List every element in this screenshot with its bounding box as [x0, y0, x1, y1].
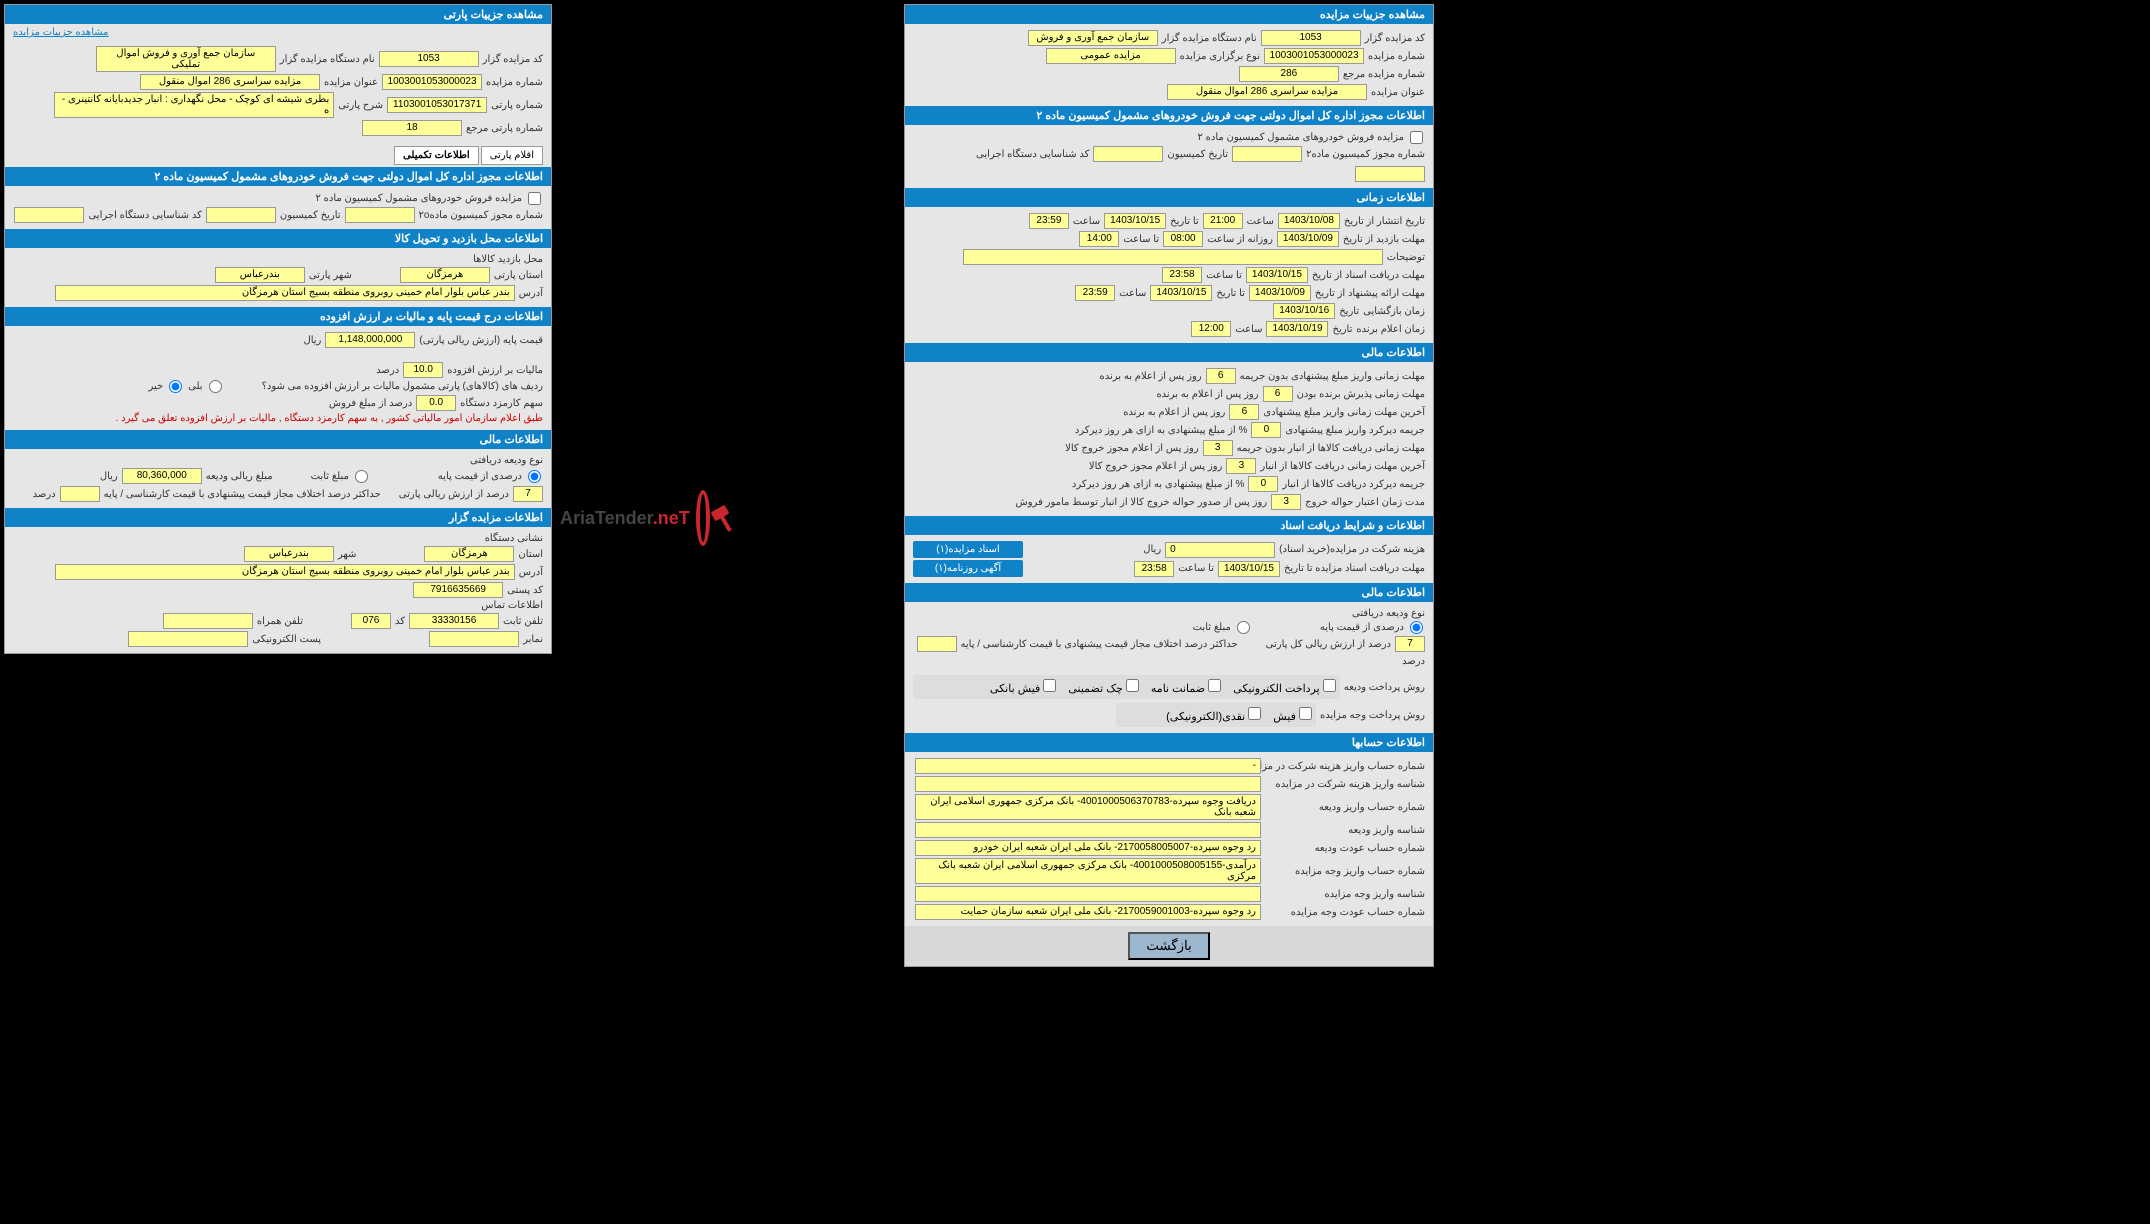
fld-code: 1053: [1261, 30, 1361, 46]
chk-sale-vehicles[interactable]: [1410, 131, 1423, 144]
lbl-type: نوع برگزاری مزایده: [1180, 51, 1260, 62]
sel-acc3[interactable]: دریافت وجوه سپرده-4001000506370783- بانک…: [915, 794, 1261, 820]
rdo-pct-base-l[interactable]: [528, 470, 541, 483]
logo-icon: [696, 490, 710, 546]
header-accounts: اطلاعات حسابها: [905, 733, 1433, 752]
fld-org: سازمان جمع آوری و فروش: [1028, 30, 1158, 46]
chk-fish-wrap[interactable]: فیش: [1273, 707, 1312, 723]
fld-comm-date: [1093, 146, 1163, 162]
lbl-comm-no: شماره مجوز کمیسیون ماده۲: [1306, 149, 1425, 160]
header-commission: اطلاعات مجوز اداره کل اموال دولتی جهت فر…: [905, 106, 1433, 125]
fld-ref-no: 286: [1239, 66, 1339, 82]
rdo-fixed-l[interactable]: [355, 470, 368, 483]
fld-auction-no: 1003001053000023: [1264, 48, 1364, 64]
rdo-no[interactable]: [169, 380, 182, 393]
tab-party-items[interactable]: اقلام پارتی: [481, 146, 543, 165]
note-tax: طبق اعلام سازمان امور مالیاتی کشور , به …: [116, 413, 543, 424]
chk-epay-wrap[interactable]: پرداخت الکترونیکی: [1233, 679, 1336, 695]
lbl-org: نام دستگاه مزایده گزار: [1162, 33, 1257, 44]
sel-acc8[interactable]: رد وجوه سپرده-2170059001003- بانک ملی ای…: [915, 904, 1261, 920]
fld-notes: [963, 249, 1383, 265]
header-docs: اطلاعات و شرایط دریافت اسناد: [905, 516, 1433, 535]
lbl-doc-deadline: مهلت دریافت اسناد از تاریخ: [1312, 270, 1425, 281]
fld-exec-code: [1355, 166, 1425, 182]
fld-pub-to-time: 23:59: [1029, 213, 1069, 229]
lbl-notes: توضیحات: [1387, 252, 1425, 263]
auction-details-panel: مشاهده جزییات مزایده کد مزایده گزار 1053…: [904, 4, 1434, 967]
header-auction-details: مشاهده جزییات مزایده: [905, 5, 1433, 24]
fld-visit-daily-to: 14:00: [1079, 231, 1119, 247]
lbl-comm-date: تاریخ کمیسیون: [1167, 149, 1228, 160]
fld-pub-to: 1403/10/15: [1104, 213, 1166, 229]
sel-acc5[interactable]: رد وجوه سپرده-2170058005007- بانک ملی ای…: [915, 840, 1261, 856]
fld-comm-no: [1232, 146, 1302, 162]
lbl-code: کد مزایده گزار: [1365, 33, 1425, 44]
fld-pub-from: 1403/10/08: [1278, 213, 1340, 229]
sel-acc6[interactable]: درآمدی-4001000508005155- بانک مرکزی جمهو…: [915, 858, 1261, 884]
header-price: اطلاعات درج قیمت پایه و مالیات بر ارزش ا…: [5, 307, 551, 326]
chk-cheque-wrap[interactable]: چک تضمینی: [1068, 679, 1139, 695]
lbl-ref-no: شماره مزایده مرجع: [1343, 69, 1425, 80]
logo-watermark: AriaTender.neT: [560, 490, 710, 546]
header-financial: اطلاعات مالی: [905, 343, 1433, 362]
lbl-open: زمان بازگشایی: [1363, 306, 1425, 317]
header-commission-l: اطلاعات مجوز اداره کل اموال دولتی جهت فر…: [5, 167, 551, 186]
header-location: اطلاعات محل بازدید و تحویل کالا: [5, 229, 551, 248]
header-party-details: مشاهده جزییات پارتی: [5, 5, 551, 24]
btn-back[interactable]: بازگشت: [1128, 932, 1210, 960]
lbl-exec-code: کد شناسایی دستگاه اجرایی: [976, 149, 1089, 160]
tab-additional-info[interactable]: اطلاعات تکمیلی: [394, 146, 479, 165]
header-time: اطلاعات زمانی: [905, 188, 1433, 207]
fld-pub-time: 21:00: [1203, 213, 1243, 229]
sel-acc1[interactable]: -: [915, 758, 1261, 774]
chk-cash-wrap[interactable]: نقدی(الکترونیکی): [1166, 707, 1261, 723]
header-fin-l: اطلاعات مالی: [5, 430, 551, 449]
header-seller: اطلاعات مزایده گزار: [5, 508, 551, 527]
party-details-panel: مشاهده جزییات پارتی مشاهده جزییات مزایده…: [4, 4, 552, 654]
fld-title: مزایده سراسری 286 اموال منقول: [1167, 84, 1367, 100]
rdo-yes[interactable]: [209, 380, 222, 393]
lbl-auction-no: شماره مزایده: [1368, 51, 1425, 62]
header-fin2: اطلاعات مالی: [905, 583, 1433, 602]
rdo-fixed[interactable]: [1237, 621, 1250, 634]
rdo-pct-base[interactable]: [1410, 621, 1423, 634]
chk-sale-vehicles-l[interactable]: [528, 192, 541, 205]
link-view-auction[interactable]: مشاهده جزییات مزایده: [13, 27, 109, 38]
lbl-winner: زمان اعلام برنده: [1356, 324, 1425, 335]
chk-guarantee-wrap[interactable]: ضمانت نامه: [1151, 679, 1221, 695]
fld-visit-daily-from: 08:00: [1163, 231, 1203, 247]
fld-type: مزایده عمومی: [1046, 48, 1176, 64]
lbl-offer: مهلت ارائه پیشنهاد از تاریخ: [1315, 288, 1425, 299]
chk-bank-wrap[interactable]: فیش بانکی: [990, 679, 1056, 695]
btn-auction-docs[interactable]: اسناد مزایده(۱): [913, 541, 1023, 558]
fld-visit-from: 1403/10/09: [1277, 231, 1339, 247]
logo-text: AriaTender.neT: [560, 508, 690, 529]
btn-newspaper-ad[interactable]: آگهی روزنامه(۱): [913, 560, 1023, 577]
lbl-title: عنوان مزایده: [1371, 87, 1425, 98]
lbl-visit: مهلت بازدید از تاریخ: [1343, 234, 1425, 245]
lbl-sale: مزایده فروش خودروهای مشمول کمیسیون ماده …: [1197, 132, 1404, 143]
lbl-pub-date: تاریخ انتشار از تاریخ: [1344, 216, 1425, 227]
